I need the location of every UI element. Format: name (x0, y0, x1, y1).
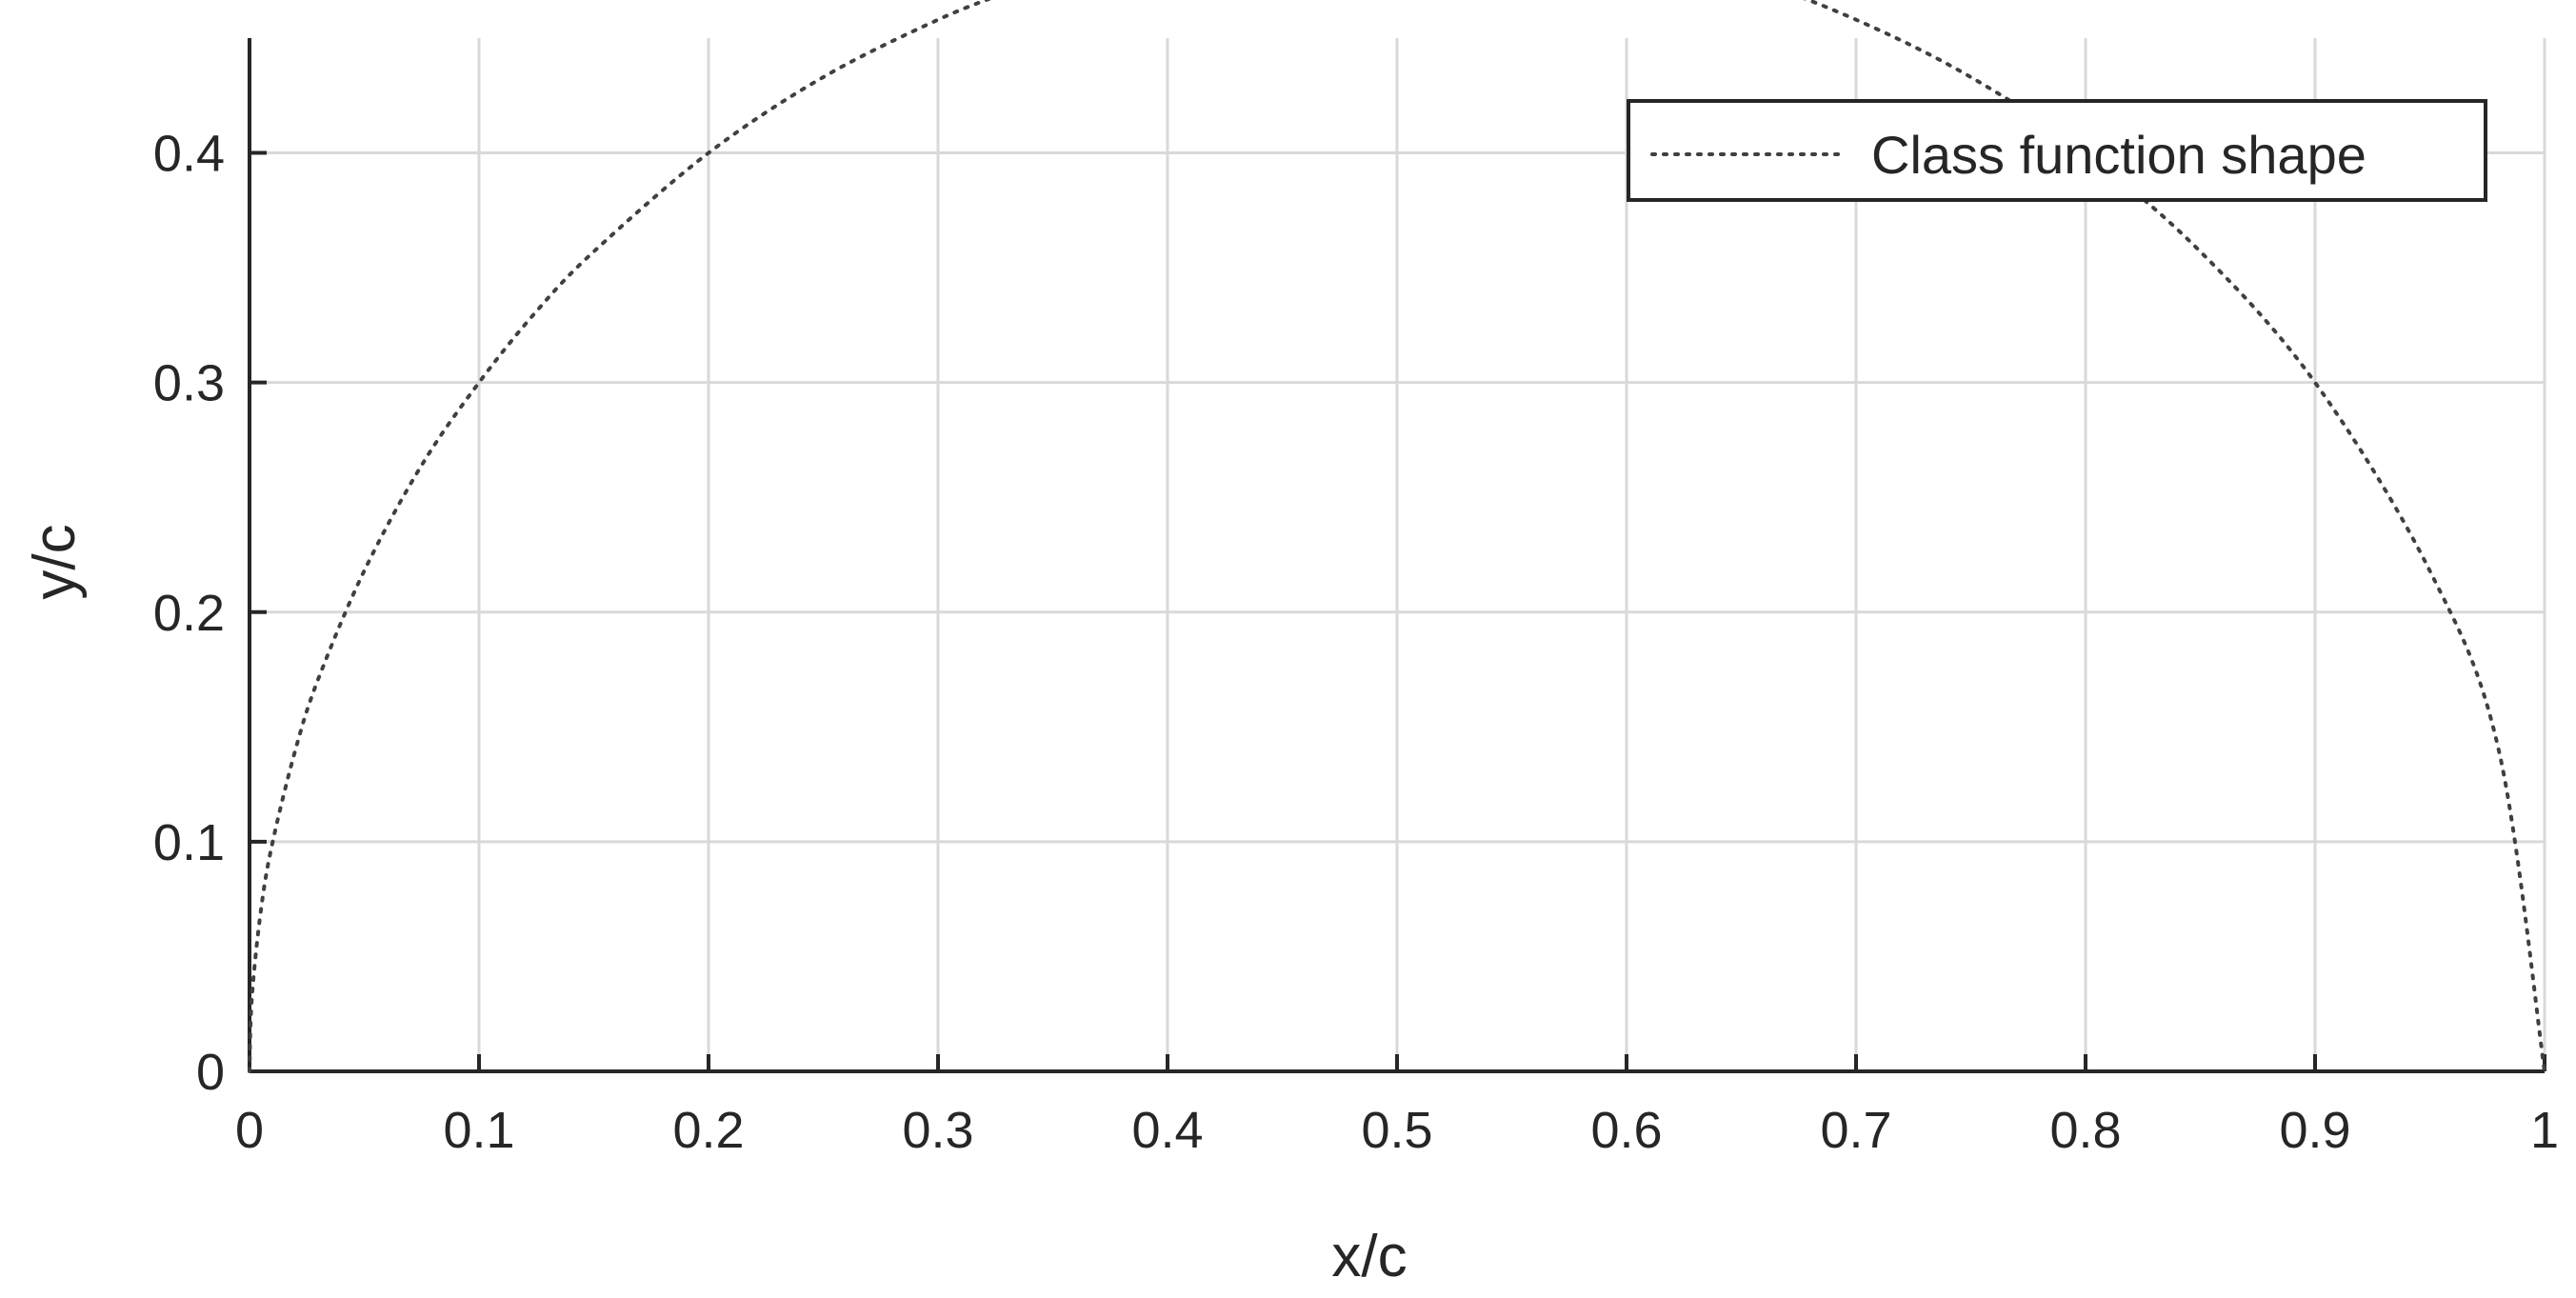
x-tick-label-4: 0.4 (1131, 1102, 1203, 1159)
x-tick-label-10: 1 (2530, 1102, 2559, 1159)
series-group (248, 0, 2546, 1073)
y-tick-label-3: 0.3 (153, 355, 225, 412)
legend: Class function shape (1627, 99, 2487, 202)
x-tick-label-5: 0.5 (1361, 1102, 1432, 1159)
y-axis-label: y/c (22, 524, 88, 599)
x-tick-labels: 0 0.1 0.2 0.3 0.4 0.5 0.6 0.7 0.8 0.9 1 (235, 1102, 2559, 1159)
x-tick-label-6: 0.6 (1590, 1102, 1662, 1159)
y-tick-labels: 0 0.1 0.2 0.3 0.4 (153, 126, 225, 1101)
x-tick-label-8: 0.8 (2049, 1102, 2121, 1159)
axes (248, 38, 2546, 1073)
legend-box (1627, 99, 2487, 202)
legend-label: Class function shape (1871, 125, 2366, 185)
x-axis-label: x/c (1331, 1224, 1407, 1289)
series-line-0 (248, 0, 2546, 1073)
x-tick-label-2: 0.2 (672, 1102, 744, 1159)
x-tick-label-0: 0 (235, 1102, 264, 1159)
x-tick-label-1: 0.1 (443, 1102, 514, 1159)
x-tick-label-3: 0.3 (902, 1102, 973, 1159)
y-tick-label-1: 0.1 (153, 814, 225, 871)
x-tick-label-7: 0.7 (1820, 1102, 1891, 1159)
x-tick-label-9: 0.9 (2279, 1102, 2350, 1159)
y-tick-label-2: 0.2 (153, 585, 225, 642)
grid (248, 38, 2546, 1073)
y-tick-label-4: 0.4 (153, 126, 225, 183)
y-tick-label-0: 0 (196, 1044, 225, 1101)
